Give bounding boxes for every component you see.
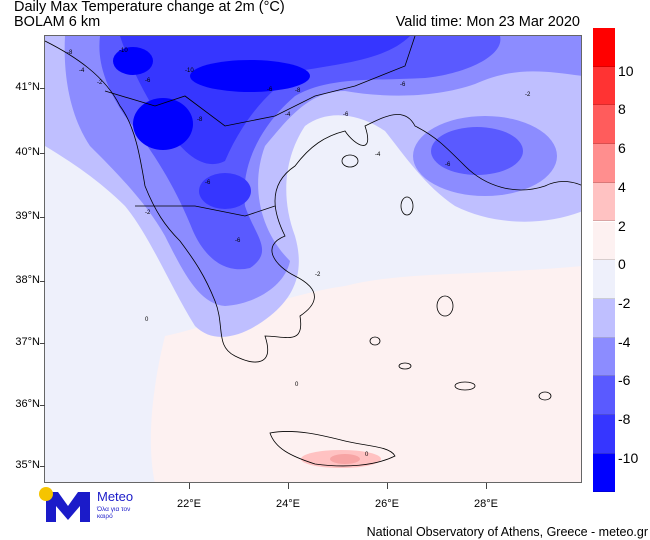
meteo-logo-icon [39,487,90,522]
colorbar-swatch [593,28,615,67]
field-positive-6-crete [330,454,360,464]
lat-tick [40,153,45,154]
contour-label: -6 [343,112,349,118]
contour-label: -4 [285,112,291,118]
contour-label: -10 [185,68,194,74]
colorbar-swatch [593,337,615,377]
lat-tick [40,343,45,344]
logo-name: Meteo [97,489,134,504]
lon-tick [288,483,289,489]
field-minus-10-b [190,60,310,92]
lat-label: 35°N [15,459,40,471]
colorbar-label: 10 [618,62,634,79]
contour-label: -6 [235,238,241,244]
colorbar-swatch [593,298,615,338]
colorbar-swatch [593,376,615,415]
valid-time: Valid time: Mon 23 Mar 2020 [395,14,580,30]
colorbar-swatch [593,144,615,183]
contour-label: -6 [445,162,451,168]
contour-label: -8 [67,50,73,56]
colorbar-label: -8 [618,411,631,427]
contour-label: -2 [315,272,321,278]
map-title: Daily Max Temperature change at 2m (°C) [14,0,285,15]
map-field: -8 -10 -4 -6 -8 -10 -6 -8 -2 -2 -6 -6 -4 -6 -6 -4 -6 -2 0 0… [45,36,581,482]
lon-label: 24°E [276,498,300,510]
colorbar-label: 2 [618,217,626,234]
contour-label: -6 [205,180,211,186]
lon-tick [387,483,388,489]
contour-label: -2 [97,80,103,86]
lat-tick [40,466,45,467]
contour-label: -6 [267,87,273,93]
model-subtitle: BOLAM 6 km [14,14,101,30]
colorbar-swatch [593,221,615,261]
temperature-change-map: -8 -10 -4 -6 -8 -10 -6 -8 -2 -2 -6 -6 -4 -6 -6 -4 -6 -2 0 0… [44,35,582,483]
contour-label: -4 [375,152,381,158]
lat-tick [40,281,45,282]
lat-label: 41°N [15,81,40,93]
lon-label: 28°E [474,498,498,510]
field-minus-8-thessaly [199,173,251,209]
contour-label: 0 [295,382,299,388]
lat-tick [40,88,45,89]
colorbar-swatch [593,415,615,454]
lat-label: 39°N [15,210,40,222]
colorbar-swatch [593,182,615,222]
contour-label: 0 [365,452,369,458]
contour-label: -6 [145,78,151,84]
contour-label: 0 [145,317,149,323]
colorbar-label: -6 [618,372,631,389]
colorbar-label: 4 [618,178,626,195]
lat-label: 38°N [15,274,40,286]
field-minus-10-a [133,98,193,150]
colorbar-label: -2 [618,294,631,311]
logo-slogan: Όλα για τον καιρό [97,506,131,520]
colorbar-swatch [593,105,615,145]
colorbar-swatch [593,453,615,493]
coastlines-borders [45,36,581,467]
field-minus-6-turkey [431,127,523,175]
lat-tick [40,217,45,218]
lat-label: 40°N [15,146,40,158]
contour-label: -8 [295,88,301,94]
colorbar-label: 0 [618,256,626,273]
lat-label: 37°N [15,336,40,348]
colorbar-label: -10 [618,449,639,466]
field-minus-8 [120,36,410,165]
lat-tick [40,405,45,406]
lon-label: 26°E [375,498,399,510]
lon-tick [189,483,190,489]
colorbar-swatch [593,260,615,299]
contour-label: -8 [197,117,203,123]
contour-label: -2 [525,92,531,98]
lon-label: 22°E [177,498,201,510]
colorbar-label: 6 [618,140,626,157]
contour-label: -4 [79,68,85,74]
contour-label: -2 [145,210,151,216]
contour-label: -6 [400,82,406,88]
lon-tick [486,483,487,489]
footer-credit: National Observatory of Athens, Greece -… [366,525,648,539]
contour-labels: -8 -10 -4 -6 -8 -10 -6 -8 -2 -2 -6 -6 -4 -6 -6 -4 -6 -2 0 0… [67,48,531,458]
lat-label: 36°N [15,398,40,410]
colorbar-label: -4 [618,333,631,350]
field-minus-10-c [113,47,153,75]
contour-label: -10 [119,48,128,54]
colorbar-swatch [593,66,615,106]
colorbar-label: 8 [618,101,626,118]
